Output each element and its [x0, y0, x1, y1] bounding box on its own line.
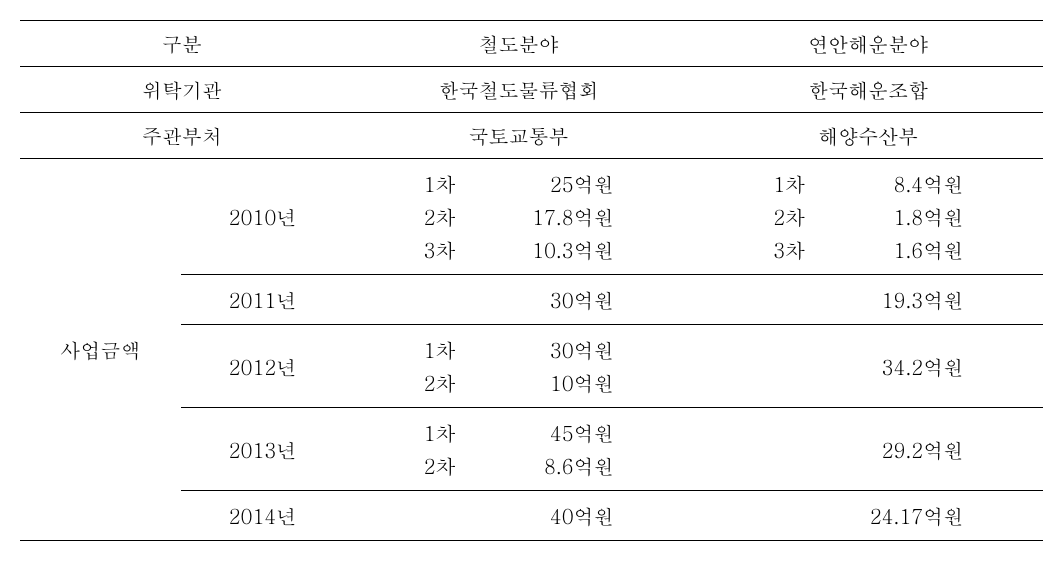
agency-row: 위탁기관 한국철도물류협회 한국해운조합 [20, 67, 1043, 113]
phase-label: 3차 [424, 235, 474, 264]
phase-cell: 1차 45억원 [356, 416, 682, 449]
phase-label: 1차 [424, 335, 474, 364]
ministry-row: 주관부처 국토교통부 해양수산부 [20, 113, 1043, 159]
agency-label: 위탁기관 [20, 67, 344, 113]
ministry-rail: 국토교통부 [344, 113, 694, 159]
phase-amount: 1.6억원 [853, 235, 963, 264]
year-2012-label: 2012년 [181, 325, 344, 408]
single-cell: 40억원 [356, 499, 682, 532]
phase-label: 1차 [773, 169, 823, 198]
phase-label: 3차 [773, 235, 823, 264]
phase-cell: 2차 10억원 [356, 366, 682, 399]
year-2014-label: 2014년 [181, 491, 344, 541]
phase-amount: 10억원 [504, 368, 614, 397]
year-2010-rail: 1차 25억원 2차 17.8억원 3차 10.3억원 [344, 159, 694, 275]
agency-rail: 한국철도물류협회 [344, 67, 694, 113]
header-category: 구분 [20, 21, 344, 67]
data-table: 구분 철도분야 연안해운분야 위탁기관 한국철도물류협회 한국해운조합 주관부처… [20, 20, 1043, 541]
phase-cell: 3차 10.3억원 [356, 233, 682, 266]
header-rail: 철도분야 [344, 21, 694, 67]
phase-cell: 2차 8.6억원 [356, 449, 682, 482]
phase-label: 1차 [424, 418, 474, 447]
phase-amount: 8.6억원 [504, 451, 614, 480]
single-cell: 29.2억원 [705, 433, 1031, 466]
year-2012-rail: 1차 30억원 2차 10억원 [344, 325, 694, 408]
phase-cell: 1차 25억원 [356, 167, 682, 200]
single-cell: 30억원 [356, 283, 682, 316]
phase-amount: 1.8억원 [853, 202, 963, 231]
phase-cell: 2차 17.8억원 [356, 200, 682, 233]
phase-cell: 3차 1.6억원 [705, 233, 1031, 266]
phase-amount: 25억원 [504, 169, 614, 198]
single-cell: 19.3억원 [705, 283, 1031, 316]
year-2014-rail: 40억원 [344, 491, 694, 541]
single-amount: 19.3억원 [853, 285, 963, 314]
year-2010-row: 사업금액 2010년 1차25억원 2차17.8억원 3차10.3억원 1차8.… [20, 159, 1043, 275]
phase-cell: 2차 1.8억원 [705, 200, 1031, 233]
single-amount: 30억원 [504, 285, 614, 314]
phase-label: 2차 [424, 451, 474, 480]
single-amount: 29.2억원 [853, 435, 963, 464]
phase-label: 2차 [424, 202, 474, 231]
ministry-coastal: 해양수산부 [693, 113, 1043, 159]
year-2010-coastal: 1차 8.4억원 2차 1.8억원 3차 1.6억원 [693, 159, 1043, 275]
year-2014-coastal: 24.17억원 [693, 491, 1043, 541]
phase-amount: 8.4억원 [853, 169, 963, 198]
phase-amount: 10.3억원 [504, 235, 614, 264]
agency-coastal: 한국해운조합 [693, 67, 1043, 113]
single-cell: 24.17억원 [705, 499, 1031, 532]
year-2013-coastal: 29.2억원 [693, 408, 1043, 491]
ministry-label: 주관부처 [20, 113, 344, 159]
year-2012-coastal: 34.2억원 [693, 325, 1043, 408]
single-amount: 34.2억원 [853, 352, 963, 381]
phase-amount: 30억원 [504, 335, 614, 364]
header-coastal: 연안해운분야 [693, 21, 1043, 67]
year-2013-label: 2013년 [181, 408, 344, 491]
header-row: 구분 철도분야 연안해운분야 [20, 21, 1043, 67]
phase-label: 2차 [773, 202, 823, 231]
business-amount-label: 사업금액 [20, 159, 181, 541]
phase-cell: 1차 8.4억원 [705, 167, 1031, 200]
year-2011-label: 2011년 [181, 275, 344, 325]
single-cell: 34.2억원 [705, 350, 1031, 383]
phase-cell: 1차 30억원 [356, 333, 682, 366]
phase-label: 2차 [424, 368, 474, 397]
year-2011-coastal: 19.3억원 [693, 275, 1043, 325]
phase-amount: 17.8억원 [504, 202, 614, 231]
phase-amount: 45억원 [504, 418, 614, 447]
year-2010-label: 2010년 [181, 159, 344, 275]
phase-label: 1차 [424, 169, 474, 198]
year-2011-rail: 30억원 [344, 275, 694, 325]
year-2013-rail: 1차 45억원 2차 8.6억원 [344, 408, 694, 491]
